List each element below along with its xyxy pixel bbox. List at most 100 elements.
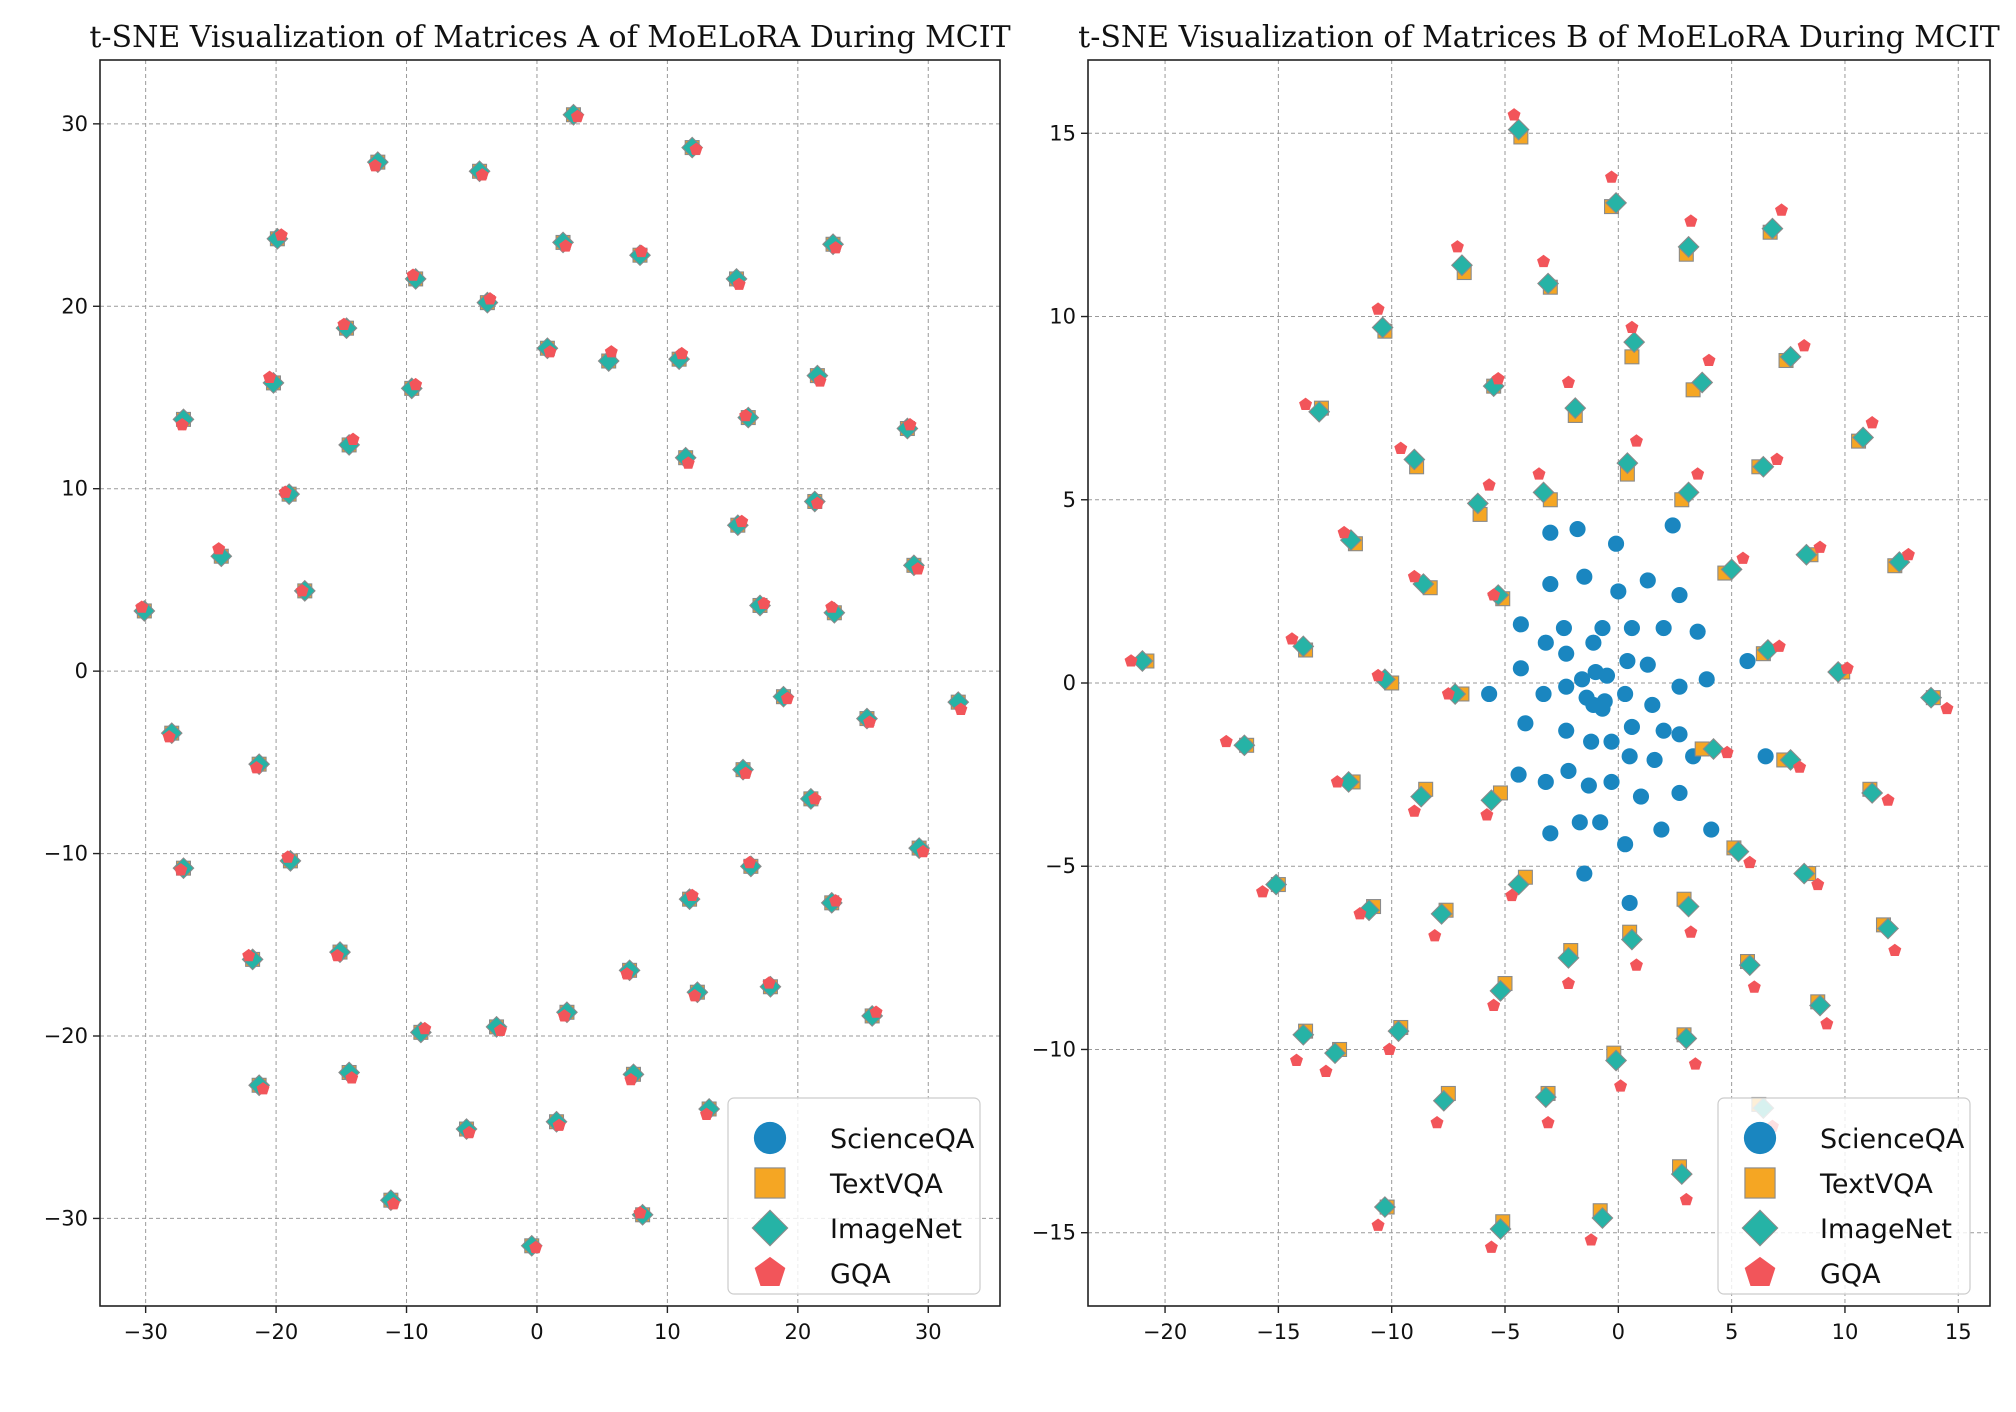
legend-label-imagenet: ImageNet (830, 1214, 962, 1245)
point-gqa (829, 894, 843, 907)
point-gqa (700, 1107, 714, 1120)
point-gqa (409, 377, 423, 391)
point-scienceqa (1664, 517, 1681, 534)
legend-box (727, 1097, 981, 1295)
point-gqa (346, 432, 360, 445)
point-gqa (1484, 1240, 1498, 1253)
point-gqa (1561, 375, 1575, 389)
legend-marker-gqa (1744, 1256, 1776, 1287)
point-imagenet (1450, 254, 1473, 277)
point-gqa (1820, 1017, 1834, 1030)
x-tick-label: −10 (384, 1320, 428, 1344)
point-gqa (1428, 929, 1442, 942)
x-tick-label: 10 (654, 1320, 681, 1344)
point-gqa (757, 596, 771, 610)
x-tick-label: 0 (530, 1320, 543, 1344)
point-gqa (1353, 907, 1367, 920)
y-tick-label: 10 (1049, 305, 1076, 329)
point-imagenet (1358, 899, 1381, 922)
series-gqa (1124, 108, 1954, 1253)
point-imagenet (1670, 1163, 1693, 1186)
point-imagenet (1507, 873, 1530, 896)
point-imagenet (1532, 481, 1555, 504)
point-scienceqa (1671, 678, 1688, 695)
x-tick-label: −20 (254, 1320, 298, 1344)
legend-label-gqa: GQA (1820, 1259, 1881, 1290)
point-scienceqa (1594, 700, 1611, 717)
point-imagenet (1534, 1086, 1557, 1109)
point-gqa (1507, 108, 1521, 121)
legend-label-imagenet: ImageNet (1820, 1214, 1952, 1245)
point-scienceqa (1512, 660, 1529, 677)
point-gqa (1219, 734, 1233, 748)
point-gqa (739, 766, 753, 779)
point-gqa (386, 1197, 400, 1210)
point-gqa (1371, 302, 1385, 315)
panel-a-legend: ScienceQA TextVQA ImageNet GQA (727, 1097, 981, 1295)
point-gqa (1797, 339, 1811, 352)
point-gqa (624, 1072, 638, 1086)
point-gqa (1691, 467, 1705, 480)
point-scienceqa (1560, 762, 1577, 780)
point-scienceqa (1623, 619, 1640, 637)
point-imagenet (1480, 789, 1503, 812)
point-scienceqa (1632, 788, 1650, 805)
x-tick-label: 20 (784, 1320, 811, 1344)
point-gqa (475, 168, 489, 181)
point-scienceqa (1571, 814, 1588, 831)
point-gqa (1584, 1233, 1598, 1246)
point-gqa (620, 967, 634, 980)
point-imagenet (1677, 895, 1700, 918)
point-gqa (739, 408, 753, 422)
point-gqa (869, 1005, 883, 1018)
point-gqa (1541, 1115, 1555, 1129)
point-gqa (1319, 1064, 1333, 1077)
point-scienceqa (1510, 766, 1527, 783)
point-gqa (1330, 775, 1344, 788)
point-gqa (462, 1125, 476, 1139)
point-gqa (1532, 467, 1546, 480)
point-imagenet (1466, 492, 1489, 515)
point-gqa (1811, 877, 1825, 891)
point-imagenet (1324, 1042, 1347, 1065)
x-tick-label: 15 (1945, 1320, 1972, 1344)
point-scienceqa (1607, 535, 1625, 552)
point-gqa (735, 514, 749, 528)
point-imagenet (1616, 452, 1639, 475)
y-tick-label: 0 (1063, 671, 1076, 695)
point-imagenet (1677, 235, 1700, 258)
point-gqa (174, 863, 188, 876)
point-gqa (1720, 745, 1734, 759)
point-imagenet (1605, 1049, 1628, 1072)
point-gqa (1124, 654, 1138, 667)
point-imagenet (1809, 994, 1832, 1017)
point-imagenet (1410, 785, 1433, 808)
point-imagenet (1852, 426, 1875, 449)
point-gqa (1865, 415, 1879, 429)
point-gqa (1629, 958, 1643, 971)
panel-a-marks (133, 103, 970, 1257)
point-gqa (570, 109, 584, 123)
point-gqa (552, 1118, 566, 1131)
point-gqa (529, 1240, 543, 1254)
point-gqa (345, 1071, 359, 1084)
point-scienceqa (1646, 751, 1663, 769)
panel-a-axes-frame (99, 59, 1001, 1307)
point-gqa (337, 317, 351, 331)
point-scienceqa (1542, 575, 1559, 593)
y-tick-label: −15 (1032, 1221, 1076, 1245)
point-gqa (1482, 478, 1496, 491)
point-imagenet (1430, 902, 1453, 925)
point-gqa (483, 292, 497, 305)
point-gqa (1480, 808, 1494, 821)
point-imagenet (1920, 686, 1943, 709)
point-imagenet (1564, 397, 1587, 420)
y-tick-label: 10 (61, 477, 88, 501)
point-scienceqa (1537, 773, 1554, 791)
point-gqa (688, 989, 702, 1002)
point-gqa (1371, 668, 1385, 682)
panel-b-title: t-SNE Visualization of Matrices B of MoE… (1078, 20, 2000, 55)
point-scienceqa (1576, 865, 1593, 882)
point-scienceqa (1592, 814, 1609, 831)
point-gqa (256, 1082, 270, 1095)
